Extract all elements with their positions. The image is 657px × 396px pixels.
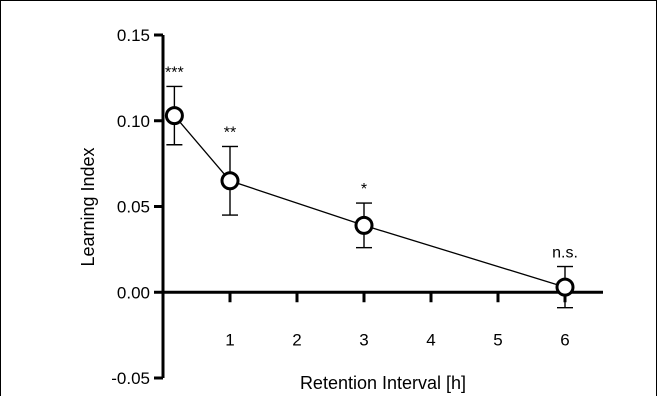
y-axis: 0.15 0.10 0.05 0.00 -0.05 [111, 26, 165, 388]
y-tick-label: 0.15 [117, 26, 150, 45]
y-tick-label: 0.05 [117, 198, 150, 217]
x-axis: 1 2 3 4 5 6 [163, 290, 603, 349]
data-point [555, 277, 575, 297]
x-tick-label: 3 [359, 330, 368, 349]
x-tick-label: 1 [225, 330, 234, 349]
y-tick-label: 0.10 [117, 112, 150, 131]
x-tick-label: 2 [292, 330, 301, 349]
x-tick-label: 6 [560, 330, 569, 349]
significance-label: n.s. [552, 245, 578, 262]
data-point [220, 171, 240, 191]
x-tick-label: 5 [493, 330, 502, 349]
x-tick-label: 4 [426, 330, 435, 349]
y-axis-title: Learning Index [78, 147, 98, 266]
data-point [354, 215, 374, 235]
data-point [164, 106, 184, 126]
x-axis-title: Retention Interval [h] [300, 373, 466, 393]
significance-label: ** [224, 124, 236, 141]
series: ******n.s. [164, 64, 578, 309]
series-line [173, 115, 566, 288]
significance-label: * [361, 181, 367, 198]
significance-label: *** [165, 64, 184, 81]
y-tick-label: 0.00 [117, 283, 150, 302]
y-tick-label: -0.05 [111, 369, 150, 388]
